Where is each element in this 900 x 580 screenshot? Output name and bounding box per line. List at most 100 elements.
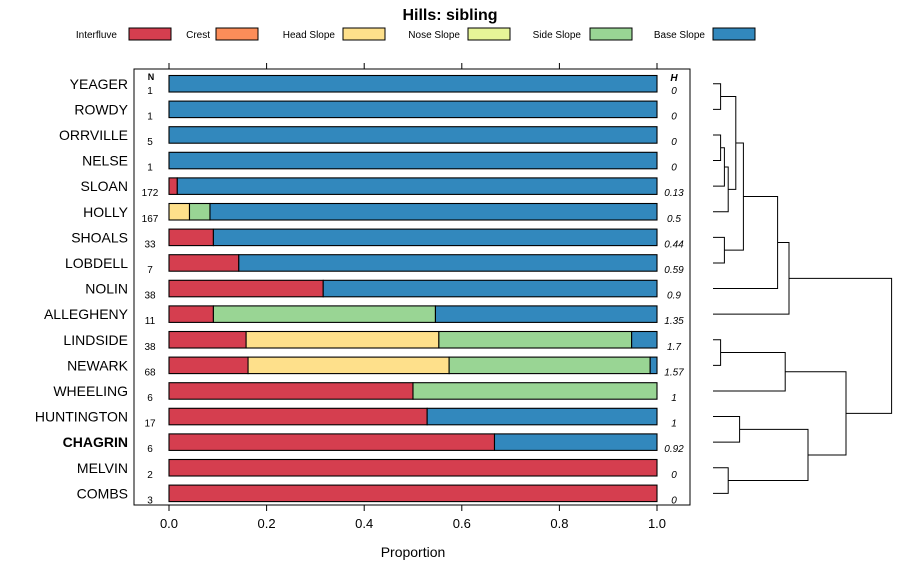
bar-segment-holly-base-slope: [209, 202, 658, 221]
h-value-melvin: 0: [671, 470, 677, 481]
dendrogram-branch: [713, 147, 725, 187]
n-value-allegheny: 11: [145, 316, 156, 327]
legend-swatch-side-slope: [589, 27, 633, 41]
h-value-huntington: 1: [671, 419, 677, 430]
x-axis-label: Proportion: [381, 544, 446, 560]
row-label-nelse: NELSE: [82, 153, 128, 169]
bar-segment-yeager-base-slope: [168, 74, 658, 93]
bar-segment-allegheny-side-slope: [212, 305, 436, 323]
h-value-combs: 0: [671, 495, 677, 506]
bar-segment-allegheny-base-slope: [434, 305, 658, 323]
row-label-yeager: YEAGER: [70, 76, 128, 92]
bar-segment-lobdell-base-slope: [238, 254, 658, 272]
h-value-orrville: 0: [671, 137, 677, 148]
dendrogram-branch: [713, 467, 729, 494]
bar-segment-nolin-base-slope: [322, 279, 658, 298]
h-value-chagrin: 0.92: [664, 444, 684, 455]
bar-segment-combs-interfluve: [168, 484, 658, 503]
row-label-shoals: SHOALS: [71, 229, 128, 245]
bar-segment-wheeling-side-slope: [412, 382, 658, 400]
legend-label-interfluve: Interfluve: [76, 30, 118, 41]
h-value-rowdy: 0: [671, 111, 677, 122]
row-label-huntington: HUNTINGTON: [35, 409, 128, 425]
dendrogram-branch: [713, 83, 722, 110]
bar-segment-holly-side-slope: [188, 202, 211, 221]
bar-segment-wheeling-interfluve: [168, 382, 414, 400]
x-axis: 0.0 0.2 0.4 0.6 0.8 1.0: [160, 63, 666, 531]
panel-border: [133, 68, 691, 506]
n-value-sloan: 172: [142, 188, 159, 199]
legend-swatch-head-slope: [342, 27, 386, 41]
legend-label-nose-slope: Nose Slope: [408, 30, 460, 41]
h-value-nelse: 0: [671, 163, 677, 174]
bar-segment-chagrin-interfluve: [168, 433, 496, 451]
dendrogram-branch: [713, 352, 786, 392]
row-label-wheeling: WHEELING: [53, 383, 128, 399]
soil-series-labels: YEAGER ROWDY ORRVILLE NELSE SLOAN HOLLY SHOALS…: [35, 76, 129, 502]
bar-segment-newark-interfluve: [168, 356, 249, 375]
row-label-allegheny: ALLEGHENY: [44, 306, 129, 322]
dendrogram-branch: [728, 428, 809, 482]
h-value-lindside: 1.7: [667, 342, 681, 353]
bar-segment-orrville-base-slope: [168, 126, 658, 144]
dendrogram-branch: [789, 277, 893, 414]
dendrogram-branch: [713, 166, 729, 213]
n-value-nelse: 1: [147, 163, 153, 174]
n-value-chagrin: 6: [147, 444, 153, 455]
n-value-shoals: 33: [144, 239, 156, 250]
h-value-allegheny: 1.35: [664, 316, 684, 327]
n-value-rowdy: 1: [147, 111, 153, 122]
legend-label-base-slope: Base Slope: [654, 30, 706, 41]
n-value-newark: 68: [144, 367, 156, 378]
h-value-yeager: 0: [671, 86, 677, 97]
bar-segment-newark-base-slope: [649, 356, 658, 375]
bar-segment-lindside-side-slope: [438, 330, 633, 349]
row-label-lobdell: LOBDELL: [65, 255, 128, 271]
bar-segment-huntington-base-slope: [426, 407, 658, 426]
bar-segment-newark-side-slope: [448, 356, 651, 375]
bar-segment-sloan-base-slope: [176, 177, 658, 195]
x-tick-label: 0.8: [550, 516, 568, 531]
n-value-wheeling: 6: [147, 393, 153, 404]
dendrogram-branch: [724, 142, 744, 251]
x-tick-label: 0.0: [160, 516, 178, 531]
bar-segment-nolin-interfluve: [168, 279, 324, 298]
row-label-melvin: MELVIN: [77, 460, 128, 476]
h-value-nolin: 0.9: [667, 291, 681, 302]
row-label-combs: COMBS: [77, 485, 128, 501]
row-label-newark: NEWARK: [67, 357, 129, 373]
bars: [168, 74, 658, 503]
x-tick-label: 0.6: [453, 516, 471, 531]
dendrogram-branch: [713, 339, 722, 366]
bar-segment-lindside-base-slope: [631, 330, 658, 349]
n-value-lindside: 38: [144, 342, 156, 353]
row-label-orrville: ORRVILLE: [59, 127, 128, 143]
legend: Interfluve Crest Head Slope Nose Slope Side …: [76, 27, 756, 41]
bar-segment-sloan-interfluve: [168, 177, 178, 195]
dendrogram: [713, 83, 893, 494]
dendrogram-branch: [785, 371, 847, 456]
legend-swatch-nose-slope: [467, 27, 511, 41]
row-label-holly: HOLLY: [83, 204, 129, 220]
bar-segment-shoals-interfluve: [168, 228, 214, 247]
h-column-header: H: [670, 73, 678, 84]
dendrogram-branch: [713, 196, 779, 290]
n-value-combs: 3: [147, 495, 153, 506]
legend-label-crest: Crest: [186, 30, 210, 41]
chart-title: Hills: sibling: [402, 7, 497, 24]
row-label-rowdy: ROWDY: [74, 101, 128, 117]
h-value-holly: 0.5: [667, 214, 681, 225]
legend-swatch-interfluve: [128, 27, 172, 41]
bar-segment-holly-head-slope: [168, 202, 191, 221]
legend-label-head-slope: Head Slope: [283, 30, 336, 41]
dendrogram-branch: [713, 416, 741, 443]
h-value-sloan: 0.13: [664, 188, 684, 199]
bar-segment-nelse-base-slope: [168, 151, 658, 170]
h-value-wheeling: 1: [671, 393, 677, 404]
n-value-melvin: 2: [147, 470, 153, 481]
bar-segment-chagrin-base-slope: [493, 433, 658, 451]
bar-segment-allegheny-interfluve: [168, 305, 214, 323]
h-value-newark: 1.57: [664, 367, 684, 378]
